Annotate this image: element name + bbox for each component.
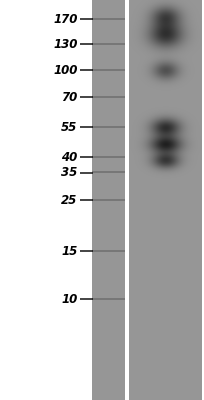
Text: 40: 40 <box>61 151 78 164</box>
Text: 100: 100 <box>53 64 78 76</box>
Text: 10: 10 <box>61 293 78 306</box>
Text: 25: 25 <box>61 194 78 206</box>
Text: 35: 35 <box>61 166 78 179</box>
Text: 130: 130 <box>53 38 78 50</box>
Text: 55: 55 <box>61 121 78 134</box>
Text: 15: 15 <box>61 245 78 258</box>
Text: 170: 170 <box>53 13 78 26</box>
Text: 70: 70 <box>61 91 78 104</box>
